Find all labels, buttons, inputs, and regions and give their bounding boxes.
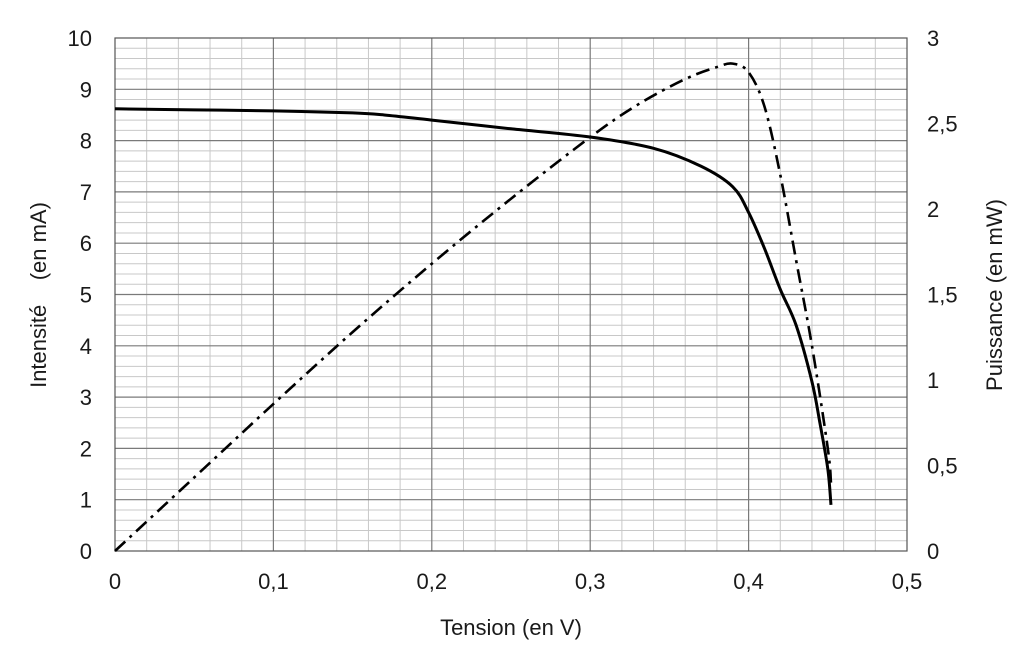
y-right-tick-label: 2 — [927, 197, 939, 222]
tick-labels: 0 0,1 0,2 0,3 0,4 0,501234567891000,511,522,5… — [68, 26, 958, 594]
grid — [114, 37, 908, 552]
y-left-tick-label: 6 — [80, 231, 92, 256]
x-tick-label: 0 — [109, 569, 121, 594]
x-tick-label: 0,3 — [575, 569, 606, 594]
x-tick-label: 0,1 — [258, 569, 289, 594]
series-layer — [114, 62, 833, 552]
y-right-axis-title: Puissance (en mW) — [982, 199, 1007, 391]
y-right-tick-label: 1,5 — [927, 283, 958, 308]
x-axis-title: Tension (en V) — [440, 615, 582, 640]
y-left-tick-label: 8 — [80, 129, 92, 154]
series-line-power — [114, 62, 833, 552]
y-left-tick-label: 0 — [80, 539, 92, 564]
y-left-tick-label: 9 — [80, 77, 92, 102]
y-right-tick-label: 0 — [927, 539, 939, 564]
y-right-tick-label: 0,5 — [927, 454, 958, 479]
y-left-tick-label: 4 — [80, 334, 92, 359]
y-right-tick-label: 2,5 — [927, 112, 958, 137]
y-right-tick-label: 3 — [927, 26, 939, 51]
y-left-axis-title: Intensité (en mA) — [26, 202, 51, 388]
y-left-tick-label: 3 — [80, 385, 92, 410]
x-tick-label: 0,2 — [417, 569, 448, 594]
y-left-tick-label: 2 — [80, 436, 92, 461]
y-left-tick-label: 1 — [80, 488, 92, 513]
x-tick-label: 0,5 — [892, 569, 923, 594]
x-tick-label: 0,4 — [733, 569, 764, 594]
y-left-tick-label: 7 — [80, 180, 92, 205]
y-right-tick-label: 1 — [927, 368, 939, 393]
plot-frame — [114, 37, 908, 552]
y-left-tick-label: 10 — [68, 26, 92, 51]
y-left-tick-label: 5 — [80, 283, 92, 308]
series-line-intensity — [114, 107, 833, 505]
